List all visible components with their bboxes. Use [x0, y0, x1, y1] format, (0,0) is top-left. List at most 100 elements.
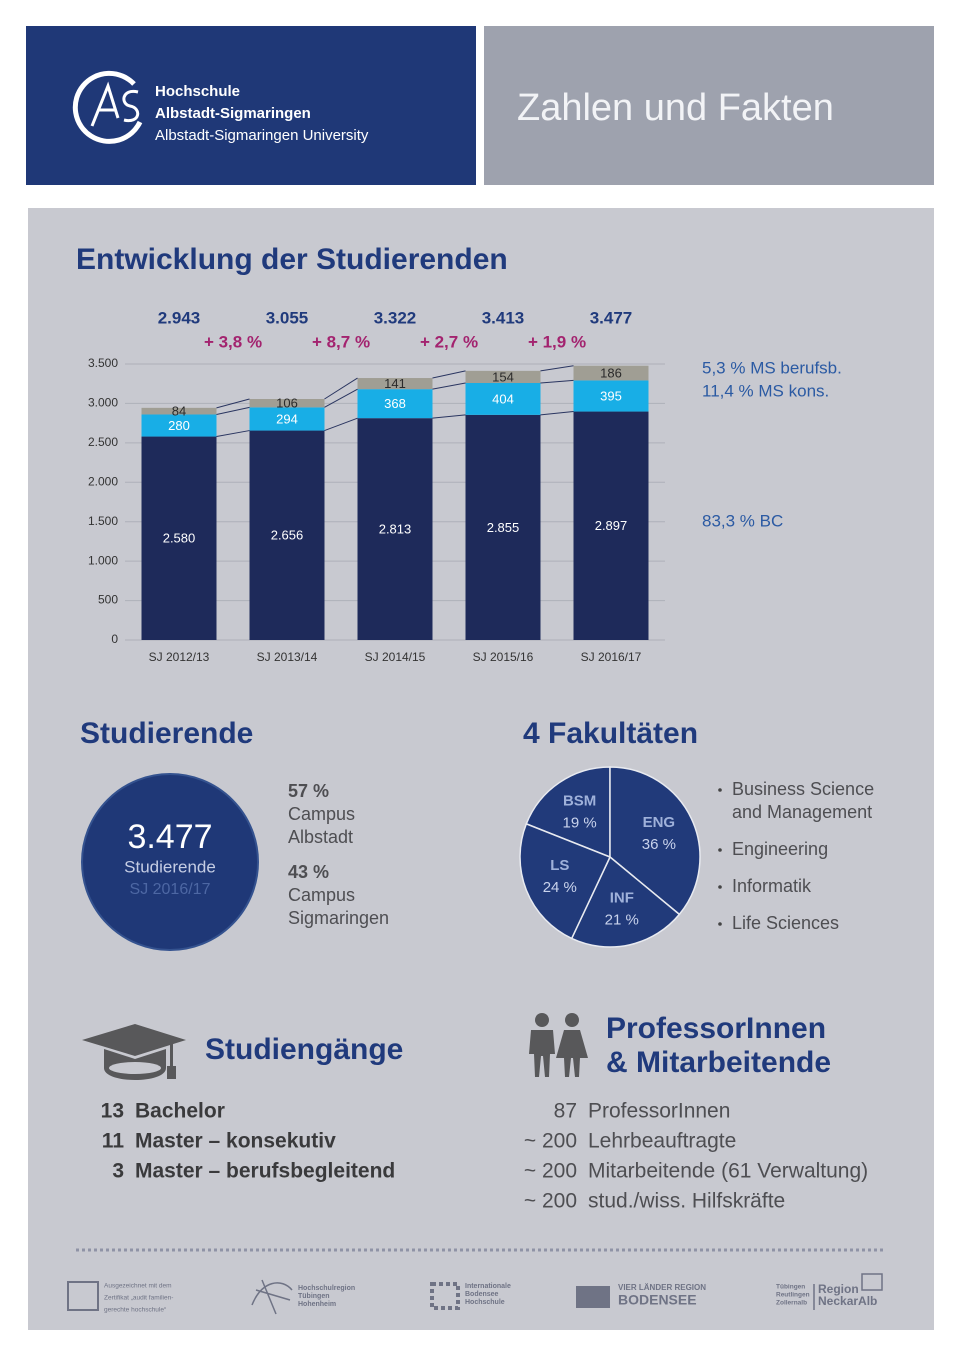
bar-segment [141, 414, 217, 437]
growth-label: + 8,7 % [312, 332, 370, 351]
section-title: ProfessorInnen [606, 1012, 826, 1045]
slice-value: 19 % [563, 814, 597, 831]
students-label: Studierende [124, 857, 216, 876]
footer-text: gerechte hochschule“ [104, 1307, 166, 1314]
legend-label: Engineering [732, 839, 828, 859]
page-title: Zahlen und Fakten [517, 87, 834, 129]
footer-logo [576, 1286, 610, 1308]
students-circle [81, 773, 259, 951]
y-tick-label: 0 [111, 632, 118, 646]
footer-text: Internationale [465, 1283, 511, 1290]
y-tick-label: 500 [98, 593, 118, 607]
staff-name: ProfessorInnen [588, 1100, 730, 1123]
data-label: 141 [384, 376, 406, 391]
section-title: Studiengänge [205, 1033, 403, 1066]
data-label: 154 [492, 369, 514, 384]
x-tick-label: SJ 2014/15 [365, 650, 426, 664]
person-head [565, 1013, 579, 1027]
series-label: 83,3 % BC [702, 511, 783, 530]
slice-category: INF [610, 890, 634, 907]
people-icon [529, 1013, 588, 1077]
program-count: 13 [101, 1100, 124, 1123]
connector [216, 398, 250, 409]
campus-name: Campus [288, 804, 355, 824]
x-tick-label: SJ 2012/13 [149, 650, 210, 664]
data-label: 395 [600, 388, 622, 403]
footer-text: Ausgezeichnet mit dem [104, 1283, 172, 1290]
campus-share: 43 % [288, 862, 329, 882]
bar-segment [357, 389, 433, 419]
pie-slice [609, 766, 701, 916]
data-label: 2.580 [163, 531, 196, 546]
connector [432, 370, 466, 379]
pie-slice [519, 822, 612, 940]
connector [432, 414, 466, 419]
data-label: 404 [492, 391, 514, 406]
connector [432, 382, 466, 390]
legend-bullet [718, 885, 722, 889]
legend-bullet [718, 848, 722, 852]
person-body [529, 1030, 555, 1077]
footer-text: VIER LÄNDER REGION [618, 1283, 706, 1292]
slice-category: LS [550, 857, 569, 874]
logo-text: Albstadt-Sigmaringen [155, 105, 311, 122]
staff-count: 87 [554, 1100, 577, 1123]
data-label: 2.855 [487, 520, 520, 535]
bar-segment [357, 418, 433, 640]
data-label: 106 [276, 396, 298, 411]
cap-hole [109, 1062, 161, 1074]
section-title: 4 Fakultäten [523, 717, 698, 750]
program-count: 3 [112, 1160, 124, 1183]
connector [324, 417, 358, 432]
chart-title: Entwicklung der Studierenden [76, 243, 508, 276]
footer-text: Hohenheim [298, 1301, 336, 1308]
total-label: 3.322 [374, 308, 417, 327]
bar-segment [573, 380, 649, 412]
data-label: 2.813 [379, 522, 412, 537]
slice-value: 24 % [543, 879, 577, 896]
campus-name: Sigmaringen [288, 908, 389, 928]
connector [540, 365, 574, 372]
pie-slice [525, 766, 611, 859]
slice-category: ENG [643, 814, 676, 831]
footer-logo [861, 1273, 883, 1291]
footer-text: Hochschule [465, 1299, 505, 1306]
growth-label: + 3,8 % [204, 332, 262, 351]
program-name: Master – berufsbegleitend [135, 1160, 395, 1183]
footer-logo [251, 1279, 293, 1315]
slice-category: BSM [563, 792, 596, 809]
data-label: 84 [172, 404, 186, 419]
x-tick-label: SJ 2013/14 [257, 650, 318, 664]
staff-name: Lehrbeauftragte [588, 1130, 736, 1153]
bar-segment [249, 407, 325, 431]
connector [216, 430, 250, 438]
y-tick-label: 2.000 [88, 474, 118, 488]
bar-segment [465, 370, 541, 384]
data-label: 368 [384, 396, 406, 411]
logo-s [122, 89, 140, 123]
footer-text: Zertifikat „audit familien- [104, 1295, 173, 1302]
campus-name: Campus [288, 885, 355, 905]
slice-value: 36 % [642, 836, 676, 853]
footer-logo [67, 1281, 99, 1311]
connector [216, 406, 250, 415]
footer-text: Tübingen [776, 1284, 805, 1291]
campus-share: 57 % [288, 781, 329, 801]
bar-segment [573, 411, 649, 640]
logo-a [90, 81, 120, 127]
connector [324, 388, 358, 408]
legend-bullet [718, 922, 722, 926]
total-label: 3.055 [266, 308, 309, 327]
growth-label: + 1,9 % [528, 332, 586, 351]
footer-text: Reutlingen [776, 1292, 810, 1299]
logo-ring [72, 70, 143, 144]
slice-value: 21 % [605, 912, 639, 929]
header-right [484, 26, 934, 185]
logo-text: Hochschule [155, 83, 240, 100]
data-label: 280 [168, 418, 190, 433]
bar-segment [249, 399, 325, 408]
section-title: & Mitarbeitende [606, 1046, 831, 1079]
connector [540, 379, 574, 384]
total-label: 3.477 [590, 308, 633, 327]
